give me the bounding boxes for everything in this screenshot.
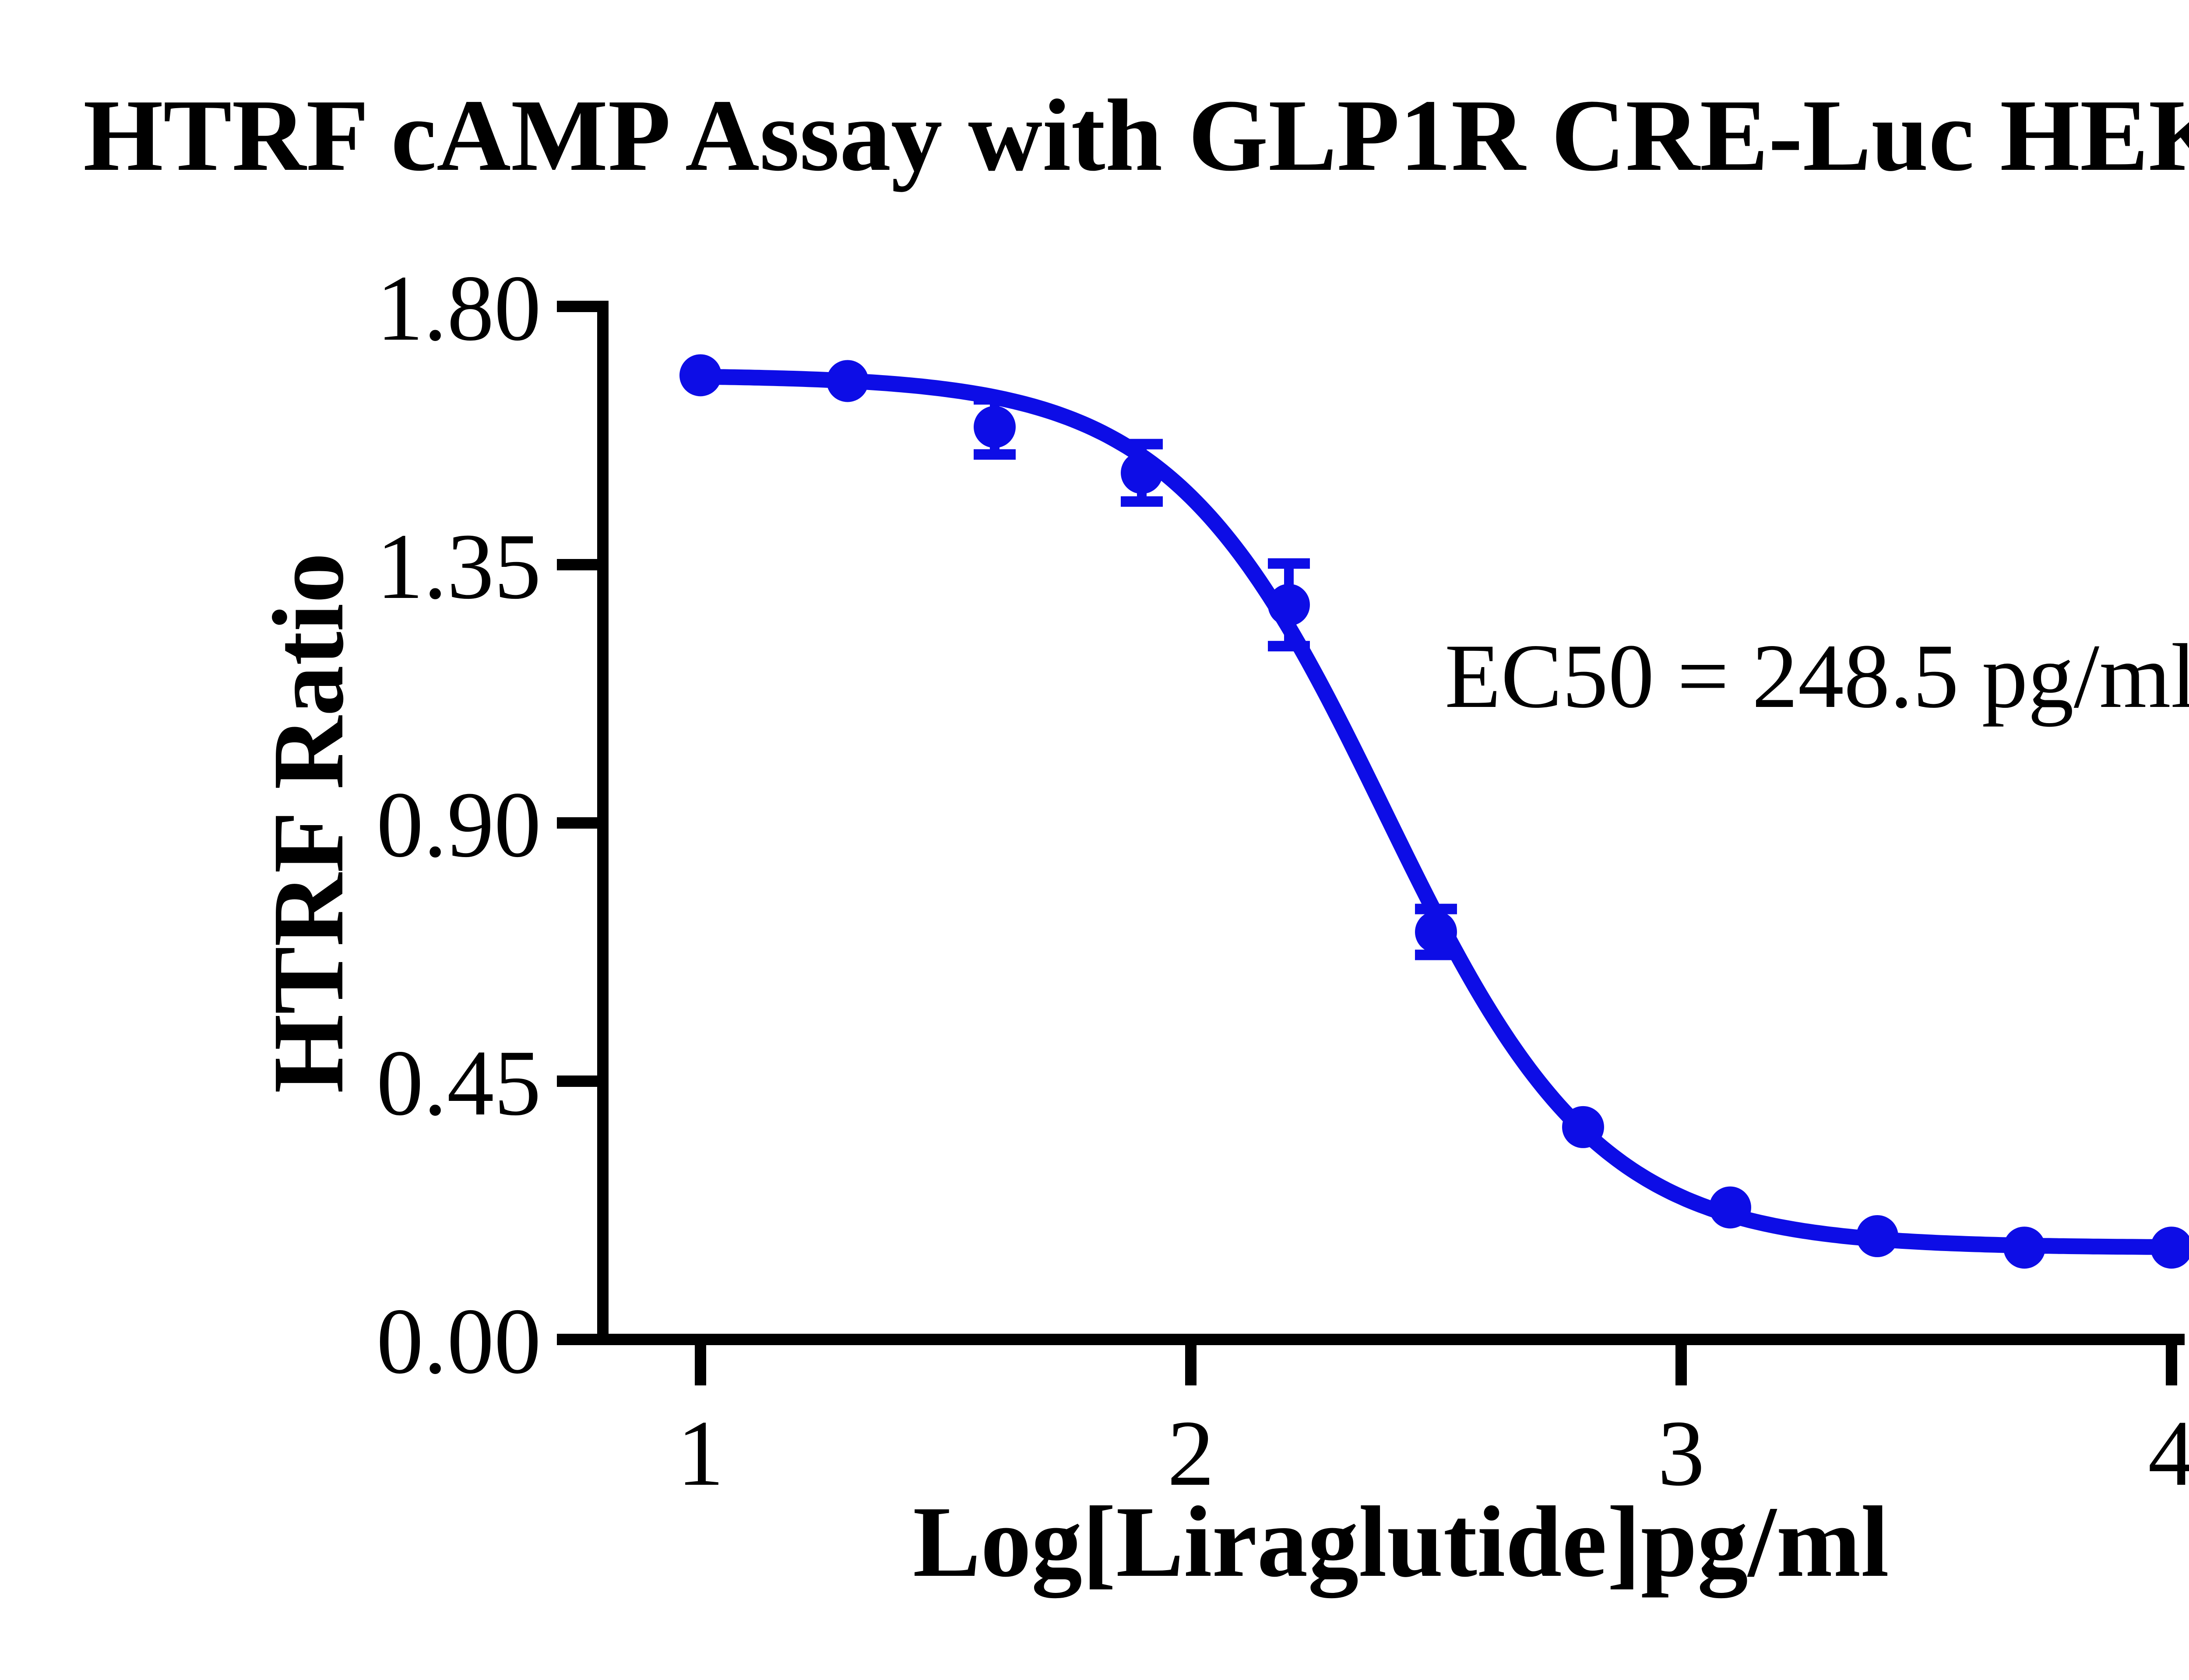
fit-curve <box>693 369 2179 1255</box>
data-point <box>1121 452 1163 494</box>
x-tick-label: 3 <box>1658 1401 1705 1505</box>
data-point <box>827 360 869 402</box>
fit-curve-group <box>693 369 2179 1255</box>
data-point <box>679 354 721 397</box>
data-point <box>1856 1215 1898 1258</box>
data-point <box>2150 1227 2189 1269</box>
x-tick-label: 2 <box>1167 1401 1214 1505</box>
data-points-group <box>679 354 2189 1269</box>
data-point <box>1415 911 1457 953</box>
ec50-annotation: EC50 = 248.5 pg/ml <box>1445 626 2189 727</box>
y-axis-label: HTRF Ratio <box>252 552 365 1093</box>
y-tick-label: 1.35 <box>377 514 541 619</box>
chart-title: HTRF cAMP Assay with GLP1R CRE-Luc HEK29… <box>83 78 2189 192</box>
error-bars-group <box>974 394 1457 960</box>
y-tick-label: 0.90 <box>377 772 541 877</box>
x-tick-label: 1 <box>677 1401 724 1505</box>
x-tick-label: 4 <box>2148 1401 2189 1505</box>
y-tick-label: 0.45 <box>377 1030 541 1135</box>
data-point <box>974 406 1016 448</box>
x-axis-label: Log[Liraglutide]pg/ml <box>913 1486 1889 1598</box>
data-point <box>1709 1186 1751 1229</box>
plot-axes: 1.80 1.35 0.90 0.45 0.00 1 2 3 4 <box>377 256 2189 1505</box>
y-tick-label: 0.00 <box>377 1289 541 1393</box>
data-point <box>1562 1106 1604 1148</box>
y-tick-label: 1.80 <box>377 256 541 360</box>
data-point <box>1268 583 1310 626</box>
data-point <box>2003 1227 2045 1269</box>
